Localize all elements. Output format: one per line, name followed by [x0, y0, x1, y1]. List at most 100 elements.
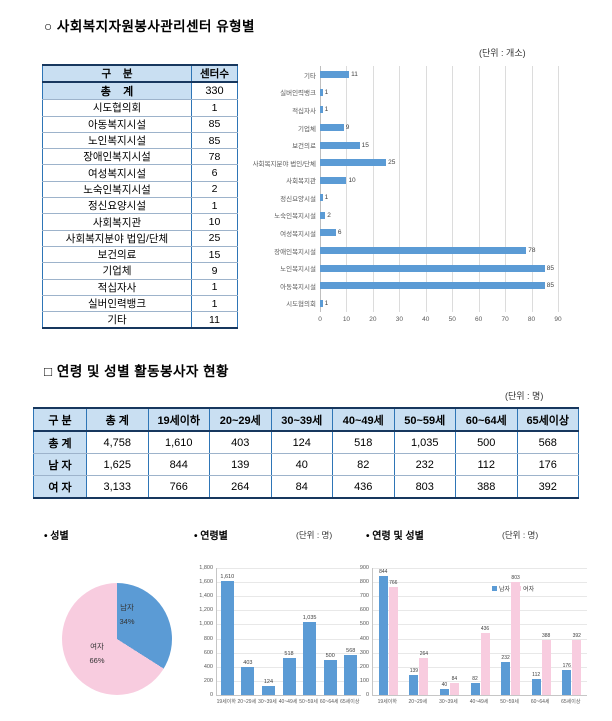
gridline	[373, 568, 587, 569]
axis-tick-label: 50	[448, 316, 456, 323]
row-label: 노숙인복지시설	[42, 181, 192, 199]
bar	[320, 264, 545, 272]
bar-value-label: 1	[324, 106, 329, 114]
gridline	[373, 680, 587, 682]
cell-value: 264	[209, 475, 272, 499]
axis-tick-label: 80	[527, 316, 536, 323]
bar-value-label: 85	[546, 282, 554, 290]
bar	[470, 683, 480, 695]
category-label: 시도협의회	[286, 301, 316, 309]
bar-value-label: 85	[546, 264, 554, 272]
plot-area: 844 766 139 264 40 84 82 436 232 803 112 388 176 392	[372, 568, 587, 696]
y-axis-tick-label: 600	[203, 649, 213, 656]
row-label: 장애인복지시설	[42, 148, 192, 166]
gridline	[373, 666, 587, 668]
bar-zone: 78	[320, 247, 592, 255]
x-axis: 19세이하 20~29세 30~39세 40~49세 50~59세 60~64세 65세이상	[216, 698, 360, 705]
table-row: 실버인력뱅크 1	[42, 295, 238, 313]
bars: 1,610 403 124 518 1,035 500 568	[217, 568, 361, 695]
row-label: 아동복지시설	[42, 116, 192, 133]
row-label: 실버인력뱅크	[42, 295, 192, 313]
bar-row: 기업체 9	[248, 119, 592, 137]
section2-title: □ 연령 및 성별 활동봉사자 현황	[44, 364, 229, 379]
table-row: 남 자 1,625 844 139 40 82 232 112 176	[33, 453, 579, 476]
x-axis-tick-label: 20~29세	[408, 699, 428, 705]
row-label: 총 계	[33, 431, 87, 454]
gender-pie-chart	[62, 583, 172, 695]
cell-value: 392	[516, 475, 579, 499]
axis-tick-label: 90	[554, 316, 562, 323]
bar-group: 500	[320, 568, 341, 695]
table-row: 정신요양시설 1	[42, 197, 238, 215]
row-value: 9	[191, 262, 238, 280]
age-bar-chart: 1,610 403 124 518 1,035 500 568 0 200 400 600 800 1,…	[196, 560, 364, 718]
table-row: 기타 11	[42, 311, 238, 330]
age-chart-unit-label: (단위 : 명)	[296, 530, 333, 540]
pie-label-female-name: 여자	[90, 642, 104, 651]
bar-zone: 6	[320, 229, 592, 237]
bar-value-label: 2	[327, 211, 331, 219]
bar	[320, 71, 350, 79]
bar-wrap: 568	[344, 568, 358, 695]
bar-row: 기타 11	[248, 66, 592, 84]
legend-marker	[516, 586, 522, 591]
bar-rows: 기타 11 실버인력뱅크 1 적십자사 1 기업체 9 보건의료 15 사회복지분야 법인/단체 25…	[248, 66, 592, 312]
table-row: 사회복지관 10	[42, 213, 238, 231]
bar-wrap: 40	[439, 568, 449, 695]
bar	[320, 229, 336, 237]
row-value: 25	[191, 230, 238, 247]
x-axis: 19세이하 20~29세 30~39세 40~49세 50~59세 60~64세 65세이상	[372, 698, 586, 705]
bar-group: 176 392	[556, 568, 587, 695]
axis-tick-label: 10	[342, 316, 351, 323]
bar-value-label: 518	[284, 651, 294, 658]
bar-wrap: 1,035	[303, 568, 316, 695]
cell-value: 436	[332, 475, 395, 499]
bar-group: 518	[279, 568, 300, 695]
bar	[320, 88, 323, 96]
column-header: 30~39세	[270, 407, 333, 432]
gridline	[346, 66, 348, 312]
bar	[541, 640, 551, 695]
row-value: 78	[191, 148, 238, 166]
y-axis-tick-label: 500	[359, 621, 369, 628]
y-axis-tick-label: 0	[365, 692, 369, 698]
bar-zone: 11	[320, 71, 592, 79]
axis-tick-label: 30	[395, 316, 403, 323]
column-header: 총 계	[86, 407, 149, 432]
bar	[449, 683, 459, 695]
row-value: 11	[191, 311, 238, 330]
bar-group: 82 436	[465, 568, 496, 695]
row-value: 10	[191, 213, 238, 231]
bar	[320, 194, 323, 202]
cell-value: 500	[455, 431, 518, 454]
gridline	[452, 66, 454, 312]
bar-row: 아동복지시설 85	[248, 277, 592, 295]
bar-value-label: 82	[472, 676, 478, 683]
cell-value: 388	[455, 475, 518, 499]
bar-group: 40 84	[434, 568, 465, 695]
bar	[562, 670, 572, 695]
gridline	[217, 596, 361, 598]
pie-label-female: 여자 66%	[82, 640, 112, 668]
x-axis-tick-label: 50~59세	[299, 699, 318, 705]
row-value: 1	[191, 99, 238, 117]
bar	[320, 176, 347, 184]
bar	[320, 159, 387, 167]
bar-wrap: 392	[572, 568, 582, 695]
table-row: 노인복지시설 85	[42, 132, 238, 150]
cell-value: 139	[209, 453, 272, 476]
row-value: 2	[191, 181, 238, 199]
table-row: 아동복지시설 85	[42, 116, 238, 133]
bar-zone: 15	[320, 141, 592, 149]
bar-wrap: 403	[241, 568, 255, 695]
gridline	[399, 66, 401, 312]
x-axis-tick-label: 40~49세	[469, 699, 489, 705]
bar-value-label: 15	[361, 141, 369, 149]
total-value: 330	[191, 82, 238, 101]
cell-value: 844	[147, 453, 210, 476]
section1-title: ○ 사회복지자원봉사관리센터 유형별	[44, 19, 255, 34]
bar-wrap: 112	[531, 568, 541, 695]
gridline	[217, 652, 361, 654]
